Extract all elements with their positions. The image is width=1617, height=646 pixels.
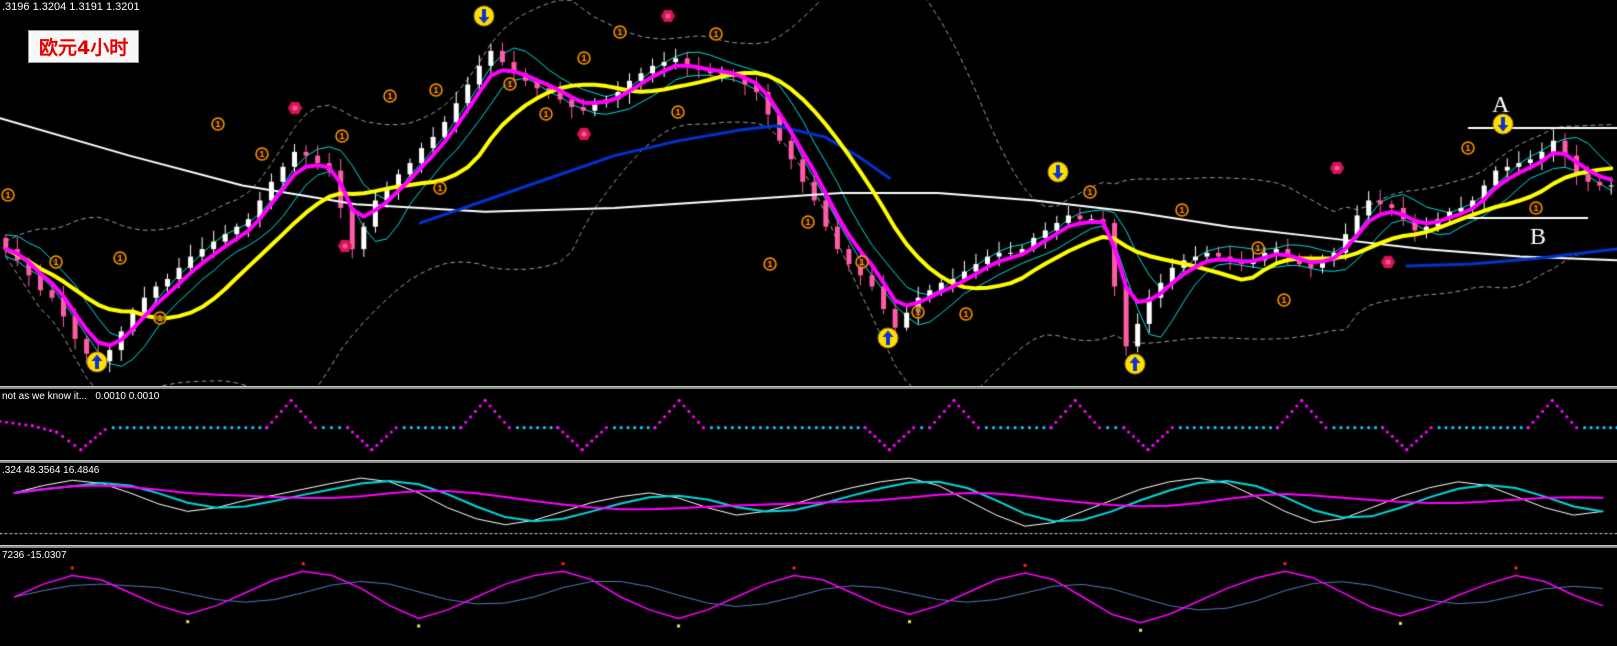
signal-indicator-canvas[interactable]	[0, 389, 1617, 460]
momentum-canvas[interactable]	[0, 548, 1617, 646]
pane-separator[interactable]	[0, 386, 1617, 389]
main-chart-pane: .3196 1.3204 1.3191 1.3201 欧元4小时	[0, 0, 1617, 386]
symbol-label: 欧元4小时	[28, 30, 140, 63]
momentum-pane: 7236 -15.0307	[0, 548, 1617, 646]
stochastic-canvas[interactable]	[0, 463, 1617, 545]
signal-indicator-label: not as we know it... 0.0010 0.0010	[2, 391, 160, 402]
stochastic-label: .324 48.3564 16.4846	[2, 465, 100, 476]
momentum-label: 7236 -15.0307	[2, 550, 67, 561]
stochastic-pane: .324 48.3564 16.4846	[0, 463, 1617, 545]
signal-indicator-pane: not as we know it... 0.0010 0.0010	[0, 389, 1617, 460]
pane-separator[interactable]	[0, 460, 1617, 463]
main-chart-canvas[interactable]	[0, 0, 1617, 386]
pane-separator[interactable]	[0, 545, 1617, 548]
ohlc-quote: .3196 1.3204 1.3191 1.3201	[2, 1, 140, 13]
